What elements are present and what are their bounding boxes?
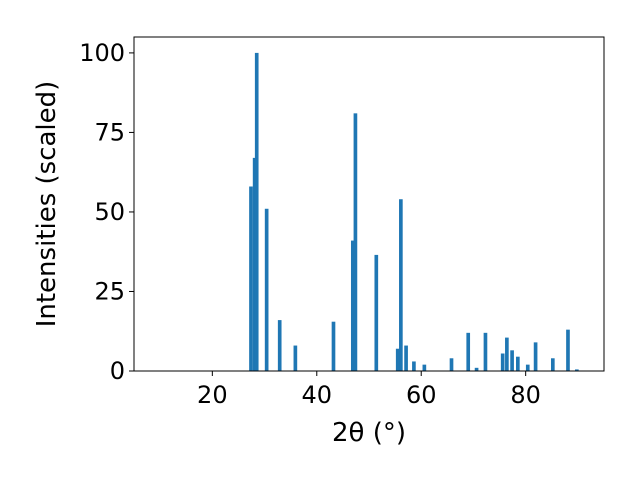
bar: [404, 345, 408, 371]
x-tick-label: 80: [510, 381, 541, 409]
bar: [412, 361, 416, 371]
bar: [252, 157, 257, 371]
bar: [466, 332, 471, 371]
x-axis-ticks: 20 40 60 80: [197, 371, 541, 409]
bar: [525, 364, 530, 371]
y-tick-label: 50: [94, 198, 125, 226]
bar: [474, 367, 479, 371]
bars-group: [249, 52, 579, 372]
y-axis-title: Intensities (scaled): [32, 81, 62, 328]
bar: [264, 208, 269, 371]
bar: [331, 321, 336, 371]
x-tick-label: 20: [197, 381, 228, 409]
bar: [395, 348, 400, 371]
bar: [399, 199, 403, 371]
bar: [374, 254, 379, 371]
bar: [516, 356, 520, 371]
bar: [505, 337, 509, 371]
bar: [350, 240, 355, 371]
bar: [422, 364, 427, 371]
plot-area: [134, 37, 604, 371]
y-tick-label: 25: [94, 277, 125, 305]
bar: [550, 358, 555, 371]
bar: [483, 332, 488, 371]
axes-frame: [133, 36, 605, 372]
bar: [566, 329, 570, 371]
bar: [277, 320, 282, 371]
y-tick-label: 100: [79, 39, 125, 67]
x-axis-title: 2θ (°): [332, 418, 406, 448]
bar: [510, 350, 514, 371]
bar: [449, 358, 454, 371]
bar: [293, 345, 298, 371]
y-axis-ticks: 0 25 50 75 100: [79, 39, 134, 385]
y-tick-label: 0: [110, 357, 125, 385]
bar: [575, 369, 579, 371]
x-tick-label: 40: [302, 381, 333, 409]
bar: [249, 186, 253, 371]
bar: [500, 353, 505, 371]
x-tick-label: 60: [406, 381, 437, 409]
bar: [353, 113, 358, 371]
y-tick-label: 75: [94, 118, 125, 146]
bar: [254, 52, 259, 372]
bar: [533, 342, 538, 371]
